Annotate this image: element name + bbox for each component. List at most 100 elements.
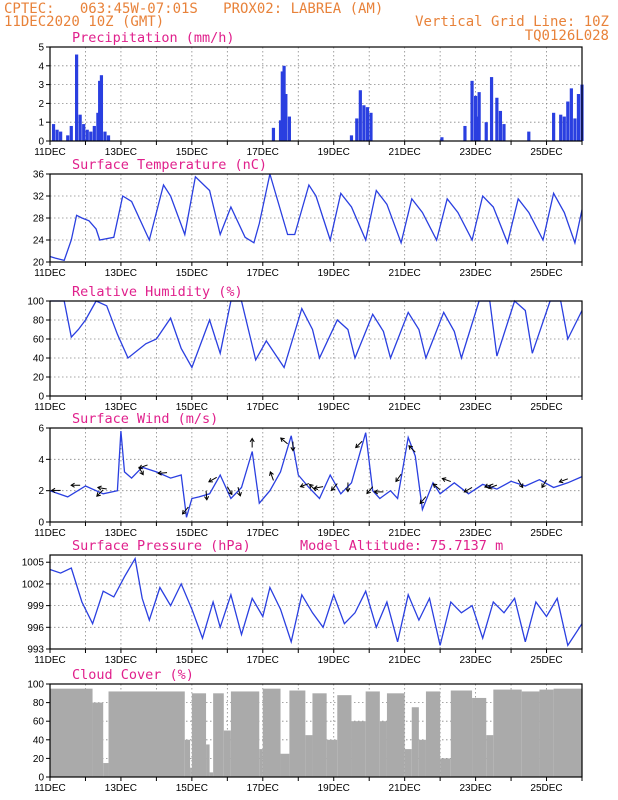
- wind-arrow-head: [138, 464, 144, 470]
- precip-bar: [69, 125, 73, 141]
- wind-arrow-shaft: [541, 479, 547, 488]
- wind-arrow-head: [290, 446, 296, 452]
- y-tick-label: 1: [38, 118, 44, 129]
- precip-bar: [358, 90, 362, 141]
- y-tick-label: 40: [33, 735, 45, 746]
- wind-arrow-head: [483, 483, 489, 489]
- y-tick-label: 2: [38, 99, 44, 110]
- cloud-bar: [379, 721, 387, 777]
- wind-arrow: [487, 484, 498, 490]
- wind-arrow: [432, 483, 441, 491]
- precip-bar: [280, 71, 284, 141]
- x-tick-label: 15DEC: [176, 783, 208, 794]
- precip-bar: [92, 125, 96, 141]
- y-tick-label: 100: [27, 297, 44, 308]
- x-tick-label: 21DEC: [389, 402, 421, 413]
- x-tick-label: 23DEC: [459, 783, 491, 794]
- wind-arrow-shaft: [559, 478, 568, 483]
- y-tick-label: 100: [27, 680, 44, 691]
- wind-arrow-shaft: [488, 484, 498, 489]
- wind-arrow-shaft: [331, 483, 338, 491]
- wind-arrow: [408, 445, 416, 453]
- precip-bar: [527, 131, 531, 141]
- wind-arrow-head: [366, 489, 371, 495]
- cloud-bar: [411, 707, 419, 777]
- header-line2-right: Vertical Grid Line: 10Z: [415, 14, 609, 30]
- x-tick-label: 13DEC: [105, 268, 137, 279]
- cloud-bar: [289, 690, 306, 777]
- panel-title: Surface Temperature (nC): [72, 157, 267, 173]
- precip-bar: [85, 129, 89, 141]
- wind-arrow-head: [139, 470, 144, 476]
- cloud-bar: [262, 688, 281, 777]
- x-tick-label: 17DEC: [247, 783, 279, 794]
- wind-arrow-head: [432, 483, 438, 488]
- cloud-bar: [493, 689, 522, 777]
- x-tick-label: 25DEC: [530, 655, 562, 666]
- wind-arrow-shaft: [366, 486, 374, 494]
- y-tick-label: 1005: [22, 558, 45, 569]
- wind-arrow-head: [228, 490, 233, 496]
- wind-arrow: [157, 470, 168, 476]
- precip-bar: [284, 94, 288, 141]
- y-tick-label: 4: [38, 455, 44, 466]
- wind-arrow: [313, 485, 324, 491]
- cloud-bar: [92, 702, 104, 777]
- precip-bar: [470, 80, 474, 141]
- y-tick-label: 999: [27, 601, 44, 612]
- wind-arrow-head: [181, 509, 187, 515]
- wind-arrow: [355, 440, 363, 449]
- cloud-bar: [230, 691, 260, 777]
- x-tick-label: 13DEC: [105, 783, 137, 794]
- y-tick-label: 36: [33, 170, 45, 181]
- precip-bar: [495, 97, 499, 141]
- precip-bar: [474, 95, 478, 141]
- x-tick-label: 11DEC: [34, 147, 66, 158]
- wind-arrow-shaft: [355, 440, 363, 448]
- cloud-bar: [351, 721, 366, 777]
- wind-arrow-head: [70, 482, 75, 488]
- precip-bar: [287, 116, 291, 141]
- y-tick-label: 80: [33, 698, 45, 709]
- precip-bar: [562, 116, 566, 141]
- cloud-bar: [280, 753, 290, 777]
- wind-arrow: [204, 490, 210, 501]
- x-tick-label: 13DEC: [105, 655, 137, 666]
- panel-cloud: Cloud Cover (%) 0 20 40 60 80 100 11DEC 13DEC 15D…: [27, 667, 583, 794]
- precip-bar: [489, 77, 494, 141]
- y-tick-label: 20: [33, 754, 45, 765]
- x-tick-label: 13DEC: [105, 402, 137, 413]
- precip-bar: [573, 118, 577, 141]
- wind-arrow-head: [345, 487, 351, 493]
- precip-bar: [559, 114, 563, 141]
- wind-arrow-shaft: [309, 484, 317, 492]
- y-tick-label: 993: [27, 645, 44, 656]
- x-tick-label: 11DEC: [34, 783, 66, 794]
- y-tick-label: 5: [38, 43, 44, 54]
- wind-arrow-head: [313, 485, 319, 491]
- wind-arrow-shaft: [314, 486, 324, 489]
- wind-arrow: [517, 479, 524, 489]
- x-tick-label: 25DEC: [530, 783, 562, 794]
- y-tick-label: 60: [33, 717, 45, 728]
- wind-arrow-shaft: [517, 479, 524, 488]
- cloud-bar: [404, 749, 412, 777]
- x-tick-label: 15DEC: [176, 268, 208, 279]
- wind-arrow-shaft: [464, 487, 473, 493]
- wind-arrow: [463, 487, 473, 493]
- panel-precipitation: Precipitation (mm/h) 0 1 2 3 4 5 11DEC 13DEC 15DE…: [34, 30, 584, 158]
- x-tick-label: 11DEC: [34, 528, 66, 539]
- wind-arrow-head: [355, 443, 360, 449]
- cloud-bar: [223, 730, 231, 777]
- precip-bar: [271, 127, 276, 141]
- cloud-bar: [213, 693, 224, 777]
- y-tick-label: 6: [38, 424, 44, 435]
- y-tick-label: 20: [33, 258, 45, 269]
- precip-bar: [98, 80, 102, 141]
- y-tick-label: 0: [38, 518, 44, 529]
- x-tick-label: 23DEC: [459, 268, 491, 279]
- wind-arrow-head: [441, 477, 447, 482]
- wind-arrow: [269, 471, 274, 481]
- wind-arrow-head: [204, 496, 210, 501]
- wind-arrow-shaft: [419, 496, 427, 504]
